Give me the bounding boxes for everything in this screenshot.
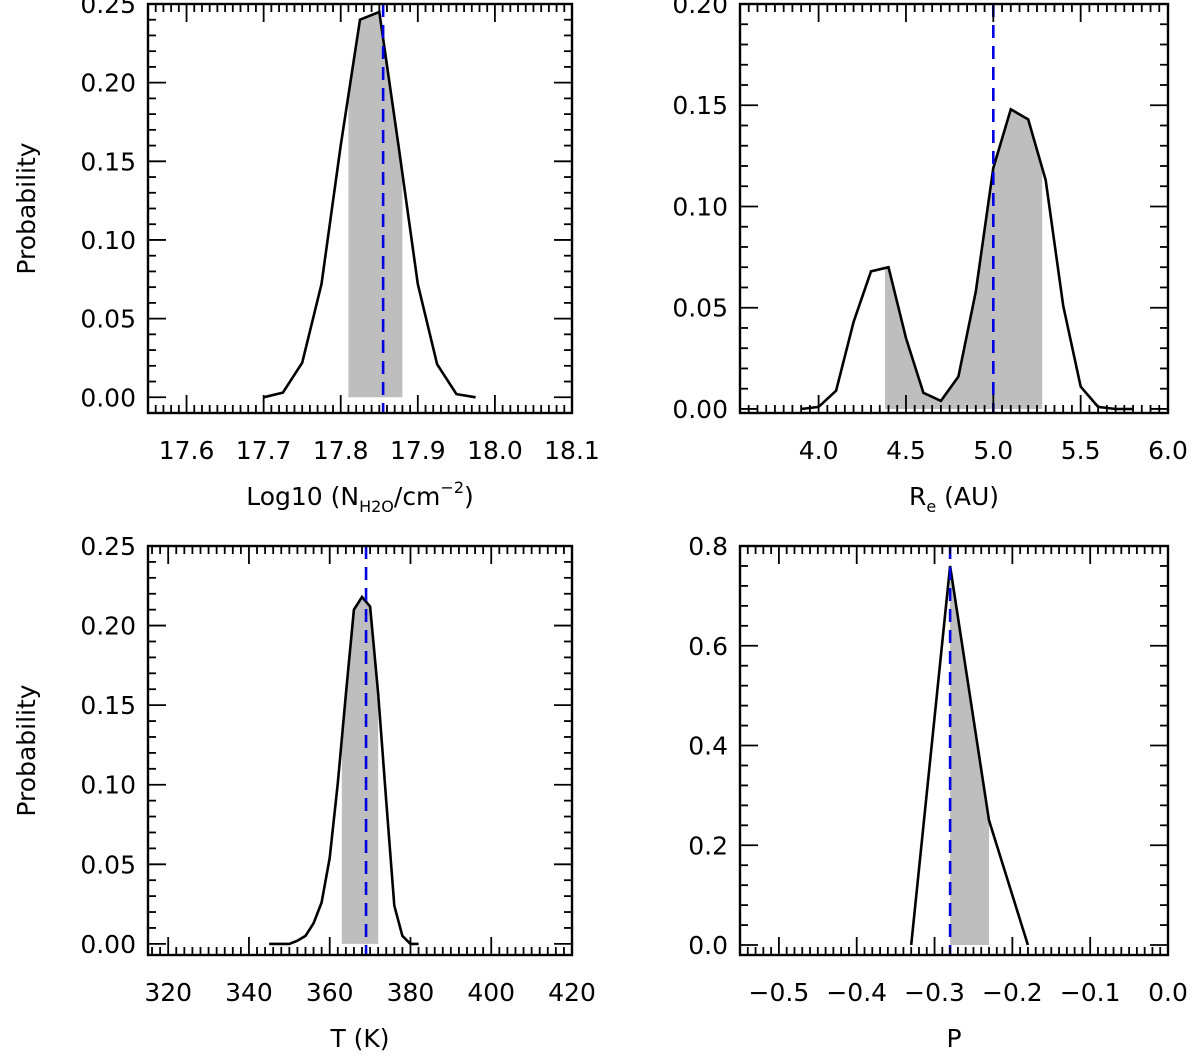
x-axis-label-part: T (K) [329, 1024, 389, 1053]
x-tick-label: 17.6 [159, 436, 215, 465]
y-tick-label: 0.20 [672, 0, 728, 19]
x-axis-label-part: e [926, 497, 936, 516]
x-tick-label: 4.0 [799, 436, 839, 465]
x-tick-label: 360 [306, 978, 354, 1007]
x-tick-label: −0.5 [749, 978, 810, 1007]
credible-interval-shade [885, 109, 1043, 410]
x-axis-label-part: ) [464, 482, 474, 511]
y-tick-label: 0.2 [688, 831, 728, 860]
y-tick-label: 0.10 [80, 771, 136, 800]
x-tick-label: 340 [225, 978, 273, 1007]
y-tick-label: 0.00 [80, 383, 136, 412]
x-tick-label: 400 [467, 978, 515, 1007]
x-axis-label-part: Log10 (N [246, 482, 359, 511]
y-axis-label: Probability [12, 684, 41, 816]
axes-frame [146, 544, 574, 957]
x-axis-label-part: H2O [359, 497, 394, 516]
y-tick-label: 0.4 [688, 732, 728, 761]
x-tick-label: 6.0 [1148, 436, 1188, 465]
probability-curve [909, 565, 1030, 946]
x-axis-label: P [946, 1024, 961, 1053]
panel-column-density: 17.6 17.7 17.8 17.9 18.0 18.1 0.00 0.05 0.10 0.15… [12, 0, 600, 516]
y-tick-label: 0.05 [80, 305, 136, 334]
x-tick-label: 5.5 [1061, 436, 1101, 465]
y-tick-label: 0.20 [80, 69, 136, 98]
y-tick-label: 0.15 [80, 147, 136, 176]
x-tick-label: 320 [144, 978, 192, 1007]
y-tick-label: 0.00 [80, 930, 136, 959]
x-tick-label: −0.4 [826, 978, 887, 1007]
y-tick-label: 0.10 [672, 192, 728, 221]
y-tick-label: 0.05 [672, 294, 728, 323]
x-axis-label-part: −2 [440, 478, 464, 497]
y-tick-label: 0.25 [80, 532, 136, 561]
x-axis-label: Log10 (NH2O/cm−2) [246, 478, 474, 516]
x-tick-label: 0.0 [1148, 978, 1188, 1007]
x-axis-label-part: (AU) [936, 482, 999, 511]
x-axis-label-part: /cm [394, 482, 441, 511]
panel-power-law-index: −0.5 −0.4 −0.3 −0.2 −0.1 0.0 0.0 0.2 0.4 0.6 0.8 P [688, 532, 1188, 1053]
probability-curve [800, 107, 1134, 411]
x-tick-label: −0.3 [904, 978, 965, 1007]
y-axis-label: Probability [12, 142, 41, 274]
x-axis-label-part: R [909, 482, 926, 511]
x-tick-label: 17.9 [390, 436, 446, 465]
x-tick-label: 420 [548, 978, 596, 1007]
y-tick-label: 0.8 [688, 532, 728, 561]
axes-frame [738, 2, 1170, 415]
y-tick-label: 0.00 [672, 395, 728, 424]
probability-curve [269, 594, 419, 946]
x-tick-label: 4.5 [886, 436, 926, 465]
x-tick-label: 18.0 [467, 436, 523, 465]
y-tick-label: 0.10 [80, 226, 136, 255]
x-tick-label: 17.7 [236, 436, 292, 465]
y-tick-label: 0.6 [688, 632, 728, 661]
y-tick-label: 0.15 [80, 691, 136, 720]
x-axis-label: T (K) [329, 1024, 389, 1053]
axes-frame [738, 544, 1170, 957]
credible-interval-shade [348, 11, 403, 398]
credible-interval-shade [341, 596, 379, 944]
x-tick-label: −0.2 [982, 978, 1043, 1007]
y-tick-label: 0.15 [672, 91, 728, 120]
y-tick-label: 0.05 [80, 850, 136, 879]
credible-interval-shade [950, 566, 989, 945]
x-tick-label: 17.8 [313, 436, 369, 465]
y-tick-label: 0.20 [80, 612, 136, 641]
panel-emitting-radius: 4.0 4.5 5.0 5.5 6.0 0.00 0.05 0.10 0.15 0.20 Re (A… [672, 0, 1188, 516]
x-tick-label: 380 [387, 978, 435, 1007]
probability-curve [263, 10, 476, 399]
x-tick-label: −0.1 [1060, 978, 1121, 1007]
x-tick-label: 5.0 [973, 436, 1013, 465]
x-axis-label: Re (AU) [909, 482, 999, 516]
x-tick-label: 18.1 [544, 436, 600, 465]
y-tick-label: 0.0 [688, 931, 728, 960]
y-tick-label: 0.25 [80, 0, 136, 19]
panel-temperature: 320 340 360 380 400 420 0.00 0.05 0.10 0.15 0.20 0.… [12, 532, 596, 1053]
x-axis-label-part: P [946, 1024, 961, 1053]
